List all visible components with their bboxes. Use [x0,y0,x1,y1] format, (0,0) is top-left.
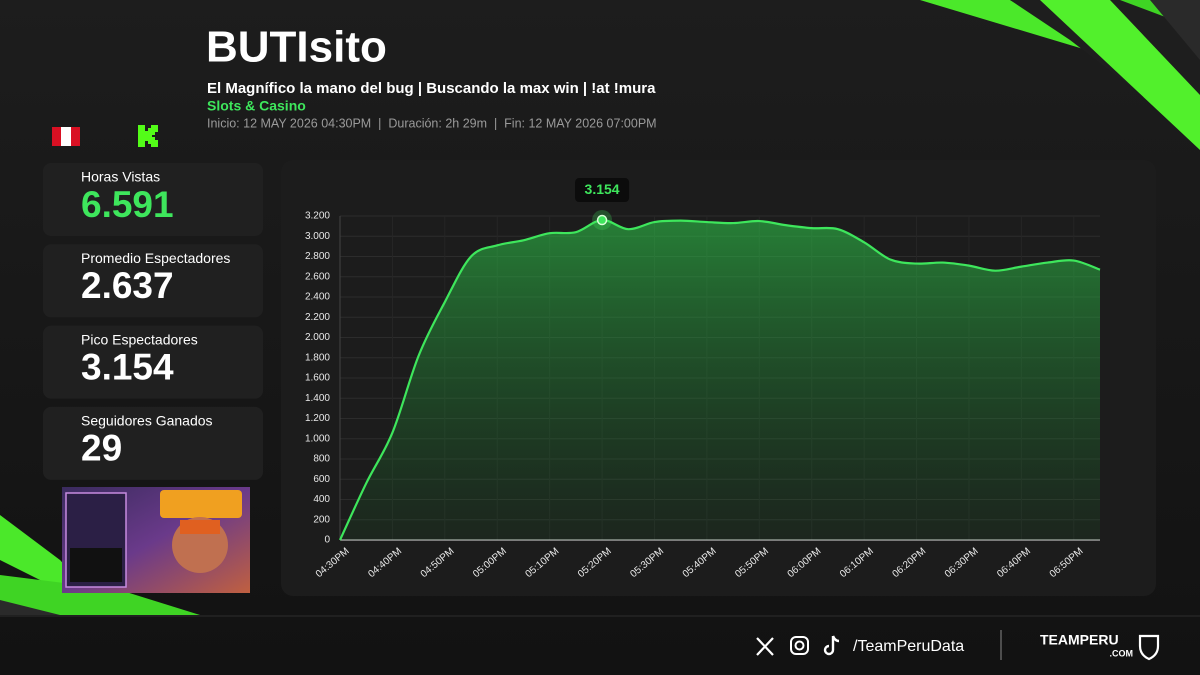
stat-card [43,244,263,318]
stat-value: 3.154 [81,346,174,387]
stat-value: 2.637 [81,265,174,306]
line [339,218,1101,541]
y-tick-label: 2.000 [305,332,330,343]
y-tick-label: 2.200 [305,312,330,323]
stat-card [43,163,263,236]
x-icon [756,637,774,656]
decor-top-right [920,0,1200,150]
meta: Inicio: 12 MAY 2026 04:30PM | Duración: … [207,116,657,130]
stat-value: 29 [81,428,122,469]
y-tick-label: 1.200 [305,413,330,424]
category: Slots & Casino [207,98,306,114]
y-tick-label: 1.800 [305,352,330,363]
stat-label: Seguidores Ganados [81,413,213,429]
y-tick-label: 3.000 [305,231,330,242]
subtitle: El Magnífico la mano del bug | Buscando … [207,80,656,97]
area [340,220,1100,540]
instagram-icon [790,636,809,655]
stat-label: Horas Vistas [81,169,160,185]
tiktok-icon [823,635,840,656]
kick-icon [138,125,158,147]
brand: TEAMPERU [1040,632,1119,648]
stat-value: 6.591 [81,184,174,225]
y-tick-label: 3.200 [305,211,330,222]
y-tick-label: 200 [313,514,330,525]
y-tick-label: 1.600 [305,373,330,384]
peak-label: 3.154 [585,181,620,197]
y-tick-label: 0 [324,535,330,546]
y-tick-label: 2.400 [305,292,330,303]
handle: /TeamPeruData [853,638,964,655]
peak-badge [575,178,630,203]
brand-shield [1138,634,1160,661]
stat-card [43,325,263,399]
stat-label: Promedio Espectadores [81,250,230,266]
brand-suffix: .COM [1110,648,1134,658]
y-tick-label: 2.800 [305,251,330,262]
y-tick-label: 2.600 [305,271,330,282]
flag-icon [52,127,80,146]
title: BUTIsito [206,23,387,72]
y-tick-label: 800 [313,454,330,465]
thumbnail [62,487,250,593]
y-tick-label: 600 [313,474,330,485]
y-tick-label: 400 [313,494,330,505]
y-tick-label: 1.000 [305,433,330,444]
stat-label: Pico Espectadores [81,331,198,347]
peak-marker [596,214,608,226]
y-tick-label: 1.400 [305,393,330,404]
stat-card [43,406,263,480]
